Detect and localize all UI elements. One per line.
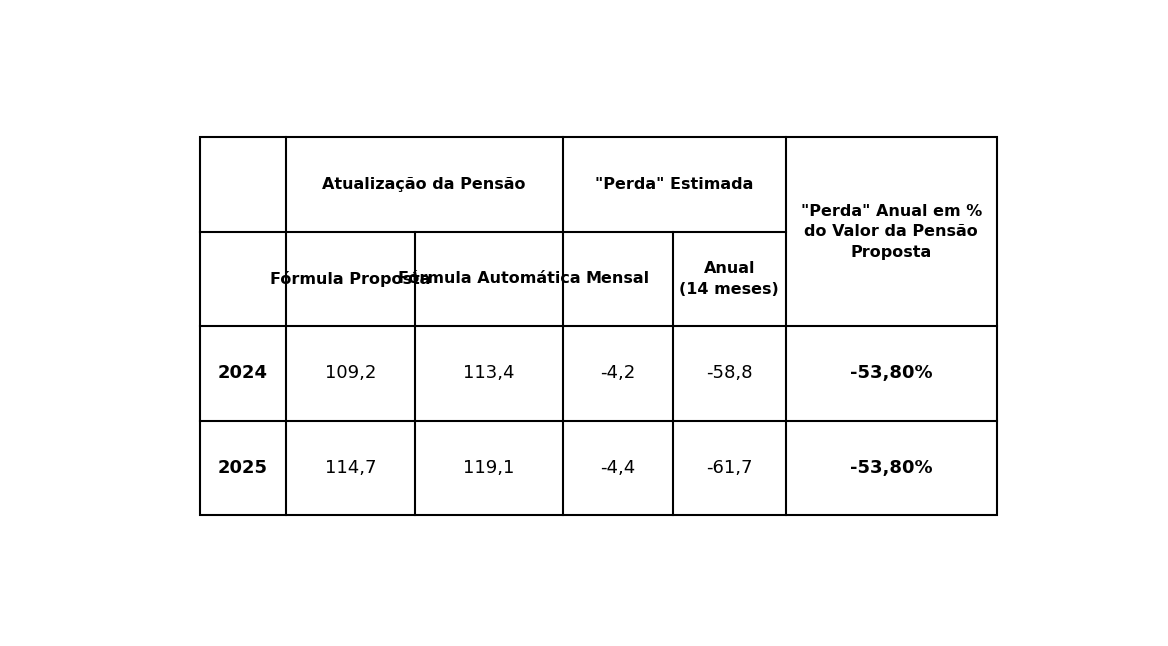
Text: -53,80%: -53,80% [850,459,933,477]
Bar [201,137,996,516]
Text: -58,8: -58,8 [705,364,752,382]
Text: 113,4: 113,4 [464,364,515,382]
Text: Fórmula Automática: Fórmula Automática [398,271,580,286]
Text: -4,2: -4,2 [600,364,635,382]
Text: Anual
(14 meses): Anual (14 meses) [680,261,779,297]
Text: 2024: 2024 [218,364,267,382]
Text: 109,2: 109,2 [325,364,376,382]
Text: Fórmula Proposta: Fórmula Proposta [270,271,431,287]
Text: 2025: 2025 [218,459,267,477]
Text: -53,80%: -53,80% [850,364,933,382]
Text: "Perda" Anual em %
do Valor da Pensão
Proposta: "Perda" Anual em % do Valor da Pensão Pr… [801,204,982,260]
Text: 119,1: 119,1 [464,459,515,477]
Text: -61,7: -61,7 [705,459,752,477]
Text: Atualização da Pensão: Atualização da Pensão [322,177,526,192]
Text: Mensal: Mensal [585,271,649,286]
Text: "Perda" Estimada: "Perda" Estimada [595,177,753,192]
Text: -4,4: -4,4 [600,459,635,477]
Text: 114,7: 114,7 [325,459,376,477]
